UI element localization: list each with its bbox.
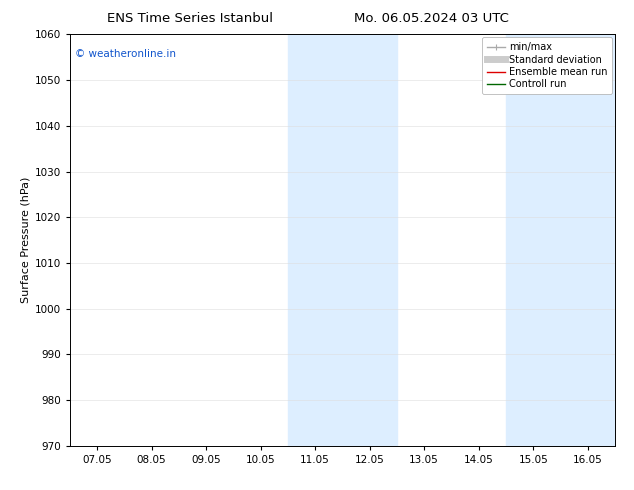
Bar <box>288 34 397 446</box>
Bar <box>506 34 615 446</box>
Text: © weatheronline.in: © weatheronline.in <box>75 49 176 59</box>
Y-axis label: Surface Pressure (hPa): Surface Pressure (hPa) <box>20 177 30 303</box>
Legend: min/max, Standard deviation, Ensemble mean run, Controll run: min/max, Standard deviation, Ensemble me… <box>482 37 612 94</box>
Text: Mo. 06.05.2024 03 UTC: Mo. 06.05.2024 03 UTC <box>354 12 508 25</box>
Text: ENS Time Series Istanbul: ENS Time Series Istanbul <box>107 12 273 25</box>
